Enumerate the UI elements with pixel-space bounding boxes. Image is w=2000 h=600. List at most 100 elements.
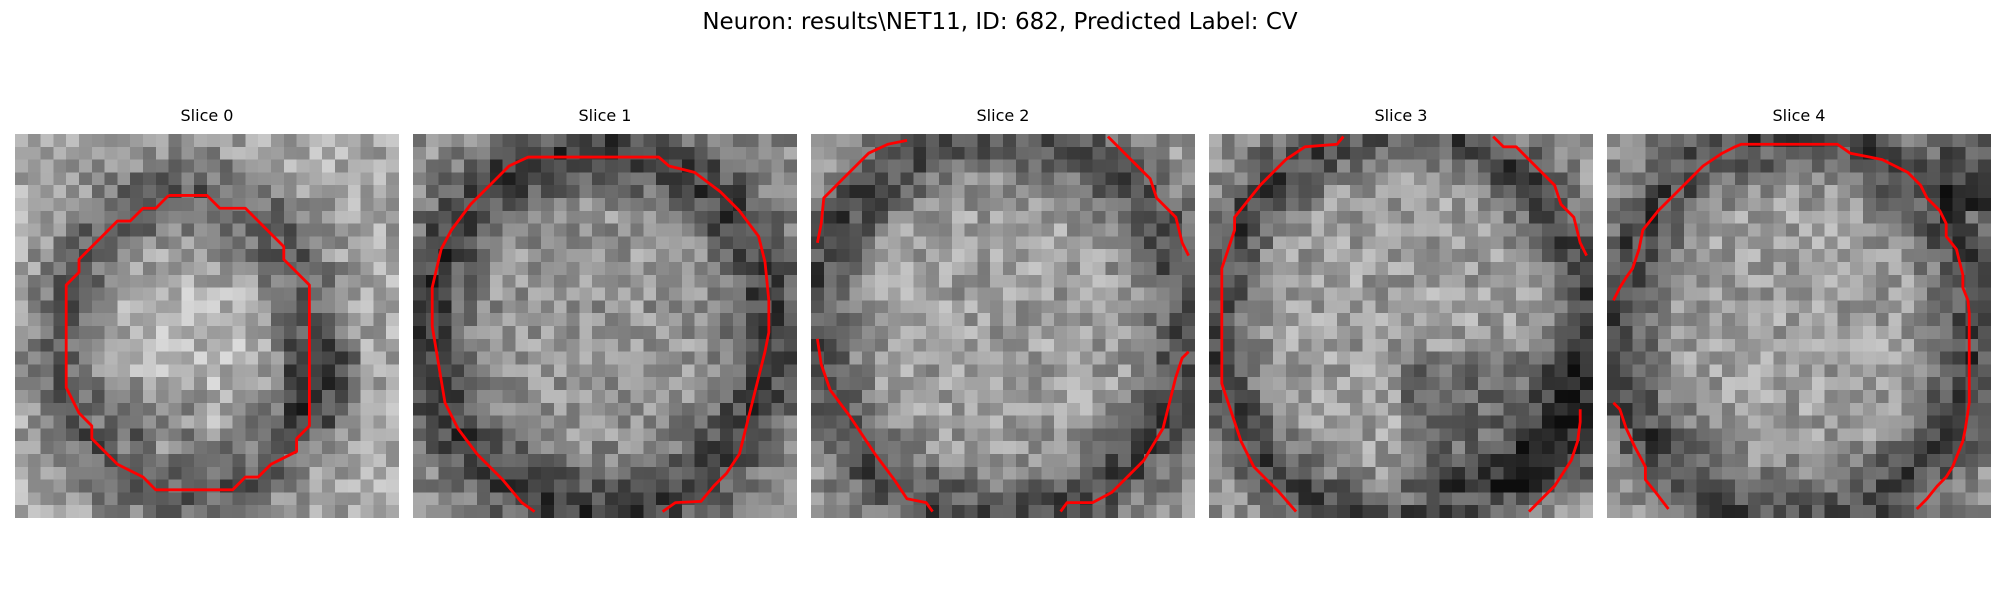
pixel — [1221, 159, 1235, 173]
pixel — [194, 274, 208, 288]
pixel — [707, 287, 721, 301]
pixel — [990, 466, 1004, 480]
pixel — [566, 402, 580, 416]
pixel — [347, 351, 361, 365]
pixel — [1632, 428, 1646, 442]
pixel — [1439, 428, 1453, 442]
pixel — [79, 351, 93, 365]
pixel — [1118, 134, 1132, 148]
contour-line — [1528, 409, 1582, 513]
pixel — [1477, 274, 1491, 288]
pixel — [849, 134, 863, 148]
pixel — [566, 492, 580, 506]
pixel — [617, 313, 631, 327]
pixel — [1401, 338, 1415, 352]
pixel — [1067, 159, 1081, 173]
pixel — [40, 492, 54, 506]
pixel — [926, 262, 940, 276]
pixel — [784, 338, 797, 352]
pixel — [1914, 441, 1928, 455]
pixel — [862, 390, 876, 404]
pixel — [1671, 351, 1685, 365]
pixel — [1375, 210, 1389, 224]
pixel — [451, 415, 465, 429]
pixel — [900, 479, 914, 493]
pixel — [1209, 326, 1223, 340]
pixel — [643, 402, 657, 416]
pixel — [322, 466, 336, 480]
pixel — [130, 287, 144, 301]
contour-line — [430, 155, 771, 513]
pixel — [1580, 172, 1593, 186]
pixel — [1209, 274, 1223, 288]
pixel — [347, 223, 361, 237]
pixel — [130, 351, 144, 365]
pixel — [707, 466, 721, 480]
pixel — [605, 274, 619, 288]
pixel — [1696, 146, 1710, 160]
pixel — [605, 300, 619, 314]
pixel — [360, 428, 374, 442]
pixel — [875, 505, 889, 518]
pixel — [27, 185, 41, 199]
pixel — [823, 479, 837, 493]
pixel — [1567, 300, 1581, 314]
pixel — [1658, 364, 1672, 378]
pixel — [1850, 326, 1864, 340]
pixel — [745, 313, 759, 327]
pixel — [1683, 313, 1697, 327]
pixel — [849, 479, 863, 493]
pixel — [1619, 377, 1633, 391]
pixel — [758, 466, 772, 480]
pixel — [1169, 236, 1183, 250]
pixel — [1273, 390, 1287, 404]
pixel — [258, 198, 272, 212]
pixel — [1696, 454, 1710, 468]
pixel — [1541, 134, 1555, 148]
pixel — [1696, 249, 1710, 263]
pixel — [951, 415, 965, 429]
pixel — [1863, 466, 1877, 480]
pixel — [643, 338, 657, 352]
pixel — [258, 454, 272, 468]
pixel — [566, 172, 580, 186]
pixel — [913, 223, 927, 237]
pixel — [1760, 210, 1774, 224]
pixel — [1260, 249, 1274, 263]
pixel — [1092, 236, 1106, 250]
pixel — [1632, 198, 1646, 212]
pixel — [939, 441, 953, 455]
pixel — [1735, 159, 1749, 173]
pixel — [528, 351, 542, 365]
pixel — [335, 249, 349, 263]
pixel — [1477, 377, 1491, 391]
pixel — [1285, 466, 1299, 480]
pixel — [1452, 134, 1466, 148]
pixel — [1003, 172, 1017, 186]
pixel — [1247, 441, 1261, 455]
pixel — [1824, 466, 1838, 480]
pixel — [117, 402, 131, 416]
pixel — [1529, 287, 1543, 301]
pixel — [1388, 236, 1402, 250]
pixel — [40, 441, 54, 455]
pixel — [1041, 185, 1055, 199]
pixel — [515, 454, 529, 468]
pixel — [477, 326, 491, 340]
pixel — [1413, 313, 1427, 327]
pixel — [1324, 492, 1338, 506]
pixel — [900, 364, 914, 378]
pixel — [707, 198, 721, 212]
pixel — [1015, 134, 1029, 148]
pixel — [1041, 364, 1055, 378]
pixel — [1413, 249, 1427, 263]
pixel — [900, 300, 914, 314]
pixel — [219, 236, 233, 250]
pixel — [1888, 223, 1902, 237]
pixel — [1260, 274, 1274, 288]
pixel — [1273, 415, 1287, 429]
pixel — [1234, 146, 1248, 160]
pixel — [1837, 415, 1851, 429]
pixel — [1811, 210, 1825, 224]
pixel — [656, 390, 670, 404]
